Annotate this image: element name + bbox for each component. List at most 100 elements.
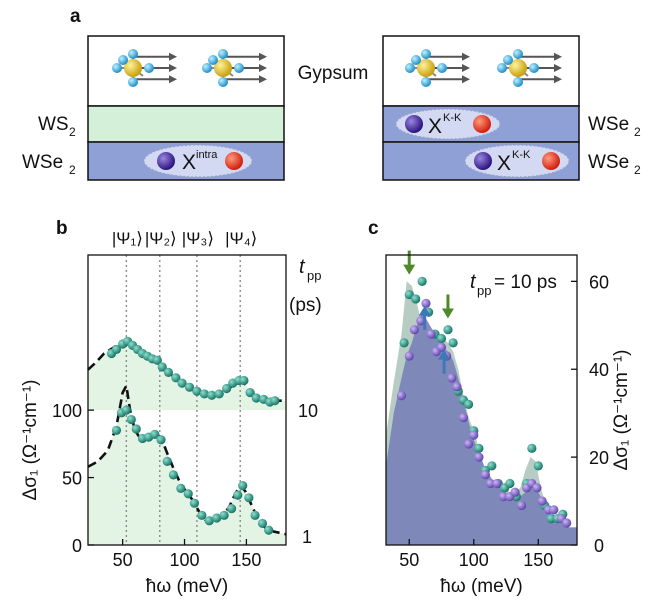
data-point-10ps xyxy=(177,378,187,388)
data-point-purple xyxy=(404,351,414,361)
hole-icon xyxy=(157,152,175,170)
data-point-purple xyxy=(421,298,431,308)
arrow-head xyxy=(462,52,470,61)
data-point-1ps xyxy=(212,513,222,523)
annotation-rest: = 10 ps xyxy=(494,272,557,293)
data-point-10ps xyxy=(239,375,249,386)
gypsum-label: Gypsum xyxy=(298,63,369,84)
arrow-head xyxy=(169,52,177,61)
svg-text:2: 2 xyxy=(69,125,76,139)
oxygen-atom xyxy=(421,77,431,87)
kk-exciton-halo-bottom xyxy=(464,144,570,178)
calcium-atom xyxy=(509,59,527,77)
annotation-sub: pp xyxy=(477,283,491,298)
data-point-purple xyxy=(492,478,502,489)
y-axis-label: Δσ₁ (Ω⁻¹cm⁻¹) xyxy=(611,349,632,470)
data-point-purple xyxy=(436,342,447,352)
data-point-teal xyxy=(448,338,458,348)
panel-a: a X intra WS 2 WSe 2 Gypsum xyxy=(22,6,641,181)
left-heterostructure: X intra WS 2 WSe 2 xyxy=(22,35,285,181)
data-point-purple xyxy=(532,483,542,493)
data-point-10ps xyxy=(251,393,261,403)
y-tick-label: 100 xyxy=(52,401,82,421)
data-point-1ps xyxy=(250,510,260,520)
data-point-1ps xyxy=(197,510,207,520)
exciton-kk-sup-top: K-K xyxy=(443,112,462,124)
calcium-atom xyxy=(214,59,232,77)
oxygen-atom xyxy=(208,55,218,65)
data-point-10ps xyxy=(152,355,162,365)
arrow-head xyxy=(418,305,431,316)
right-gypsum-box xyxy=(382,35,580,107)
data-point-teal xyxy=(546,514,556,524)
arrow-head xyxy=(259,75,267,84)
data-point-1ps xyxy=(126,414,136,425)
data-point-teal xyxy=(417,276,427,286)
tpp-title-sub: pp xyxy=(307,268,321,283)
data-point-1ps xyxy=(233,490,243,500)
oxygen-atom xyxy=(118,55,128,65)
data-point-10ps xyxy=(207,390,217,400)
data-point-purple xyxy=(426,329,436,339)
y-tick-label: 40 xyxy=(589,360,609,380)
data-point-teal xyxy=(411,294,421,304)
svg-text:2: 2 xyxy=(634,125,641,139)
data-point-purple xyxy=(562,518,572,528)
electron-icon xyxy=(542,152,560,170)
data-point-1ps xyxy=(150,429,160,439)
svg-text:2: 2 xyxy=(69,163,76,177)
data-point-10ps xyxy=(163,367,174,377)
oxygen-atom xyxy=(513,77,523,87)
data-point-1ps xyxy=(176,483,186,493)
calcium-atom xyxy=(124,59,142,77)
data-point-1ps xyxy=(264,525,274,535)
arrow-head xyxy=(169,75,177,84)
data-point-purple xyxy=(480,470,490,480)
data-point-10ps xyxy=(245,387,255,398)
data-point-10ps xyxy=(192,386,202,396)
intralayer-exciton-halo xyxy=(143,144,253,178)
svg-text:WSe: WSe xyxy=(588,152,629,173)
data-point-teal xyxy=(527,443,537,453)
electron-icon xyxy=(225,152,243,170)
gypsum-crystal-icon xyxy=(202,49,267,87)
shaded-area-10ps xyxy=(88,341,286,411)
oxygen-atom xyxy=(128,49,138,59)
exciton-kk-base-top: X xyxy=(428,115,442,138)
gypsum-crystal-icon xyxy=(497,49,562,87)
data-point-purple xyxy=(458,412,469,423)
x-tick-label: 50 xyxy=(113,550,133,570)
hole-icon xyxy=(474,152,492,170)
annotation-t: t xyxy=(470,271,477,293)
oxygen-atom xyxy=(513,49,523,59)
exciton-kk-base-bottom: X xyxy=(497,152,511,175)
tpp-title: t xyxy=(299,256,306,278)
data-point-teal xyxy=(399,338,409,348)
data-point-purple xyxy=(469,430,479,440)
state-label-1: |Ψ₁⟩ xyxy=(112,229,143,248)
data-point-teal xyxy=(505,478,515,489)
oxygen-atom xyxy=(503,55,513,65)
data-point-10ps xyxy=(184,382,195,392)
x-tick-label: 50 xyxy=(399,550,419,570)
arrow-head xyxy=(441,308,454,319)
data-point-purple xyxy=(498,492,509,502)
electron-icon xyxy=(473,115,491,133)
data-point-1ps xyxy=(162,456,172,466)
oxygen-atom xyxy=(437,63,447,73)
data-point-teal xyxy=(443,325,453,335)
data-point-purple xyxy=(510,487,520,497)
y-tick-label: 20 xyxy=(589,448,609,468)
arrow-head xyxy=(462,75,470,84)
data-point-10ps xyxy=(157,362,167,372)
tpp-value-10: 10 xyxy=(298,401,318,421)
data-point-purple xyxy=(416,316,426,326)
panel-c: c 50 100 150 0 20 40 60 ħω (meV) Δσ₁ (Ω⁻¹cm⁻¹) t p… xyxy=(368,218,632,597)
exciton-intra-sup: intra xyxy=(196,149,218,161)
svg-text:2: 2 xyxy=(634,163,641,177)
y-tick-label: 0 xyxy=(594,536,604,556)
right-heterostructure: X K-K X K-K WSe 2 WSe 2 xyxy=(382,35,641,181)
panel-b-chart: |Ψ₁⟩ |Ψ₂⟩ |Ψ₃⟩ |Ψ₄⟩ 50 100 150 0 50 100 ħω (meV) Δσ… xyxy=(20,229,322,597)
x-tick-label: 150 xyxy=(523,550,553,570)
data-point-purple xyxy=(516,500,527,511)
